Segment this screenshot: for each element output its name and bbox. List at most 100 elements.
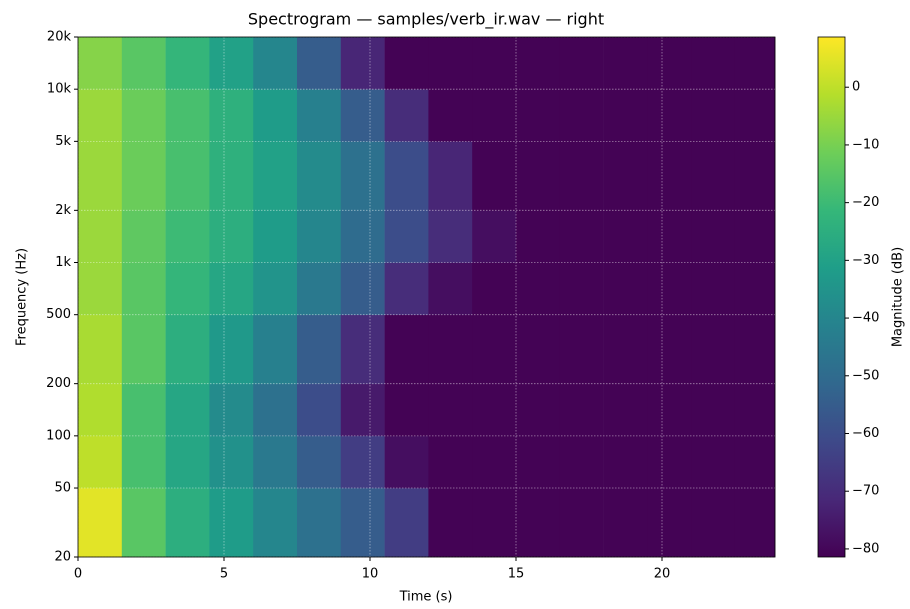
- heatmap-cell: [209, 89, 254, 142]
- heatmap-cell: [472, 435, 517, 489]
- heatmap-cell: [647, 383, 692, 437]
- heatmap-cell: [296, 435, 342, 489]
- heatmap-cell: [603, 314, 648, 384]
- heatmap-cell: [165, 37, 210, 90]
- x-tick-label: 10: [362, 567, 379, 582]
- colorbar-tick-label: −20: [852, 195, 879, 210]
- heatmap-cell: [691, 141, 736, 211]
- heatmap-cell: [384, 262, 429, 315]
- colorbar-tick-label: −60: [852, 426, 879, 441]
- heatmap-cell: [165, 435, 210, 489]
- heatmap-cell: [209, 383, 254, 437]
- heatmap-cell: [165, 314, 210, 384]
- heatmap-cell: [472, 262, 517, 315]
- heatmap-cell: [78, 383, 123, 437]
- heatmap-cell: [734, 37, 776, 90]
- heatmap-cell: [296, 383, 342, 437]
- heatmap-cell: [340, 488, 385, 558]
- heatmap-cell: [253, 262, 298, 315]
- heatmap-cell: [428, 262, 473, 315]
- heatmap-cell: [472, 488, 517, 558]
- heatmap-cell: [165, 141, 210, 211]
- heatmap-cell: [603, 37, 648, 90]
- heatmap-cell: [121, 262, 166, 315]
- x-tick-label: 20: [654, 567, 671, 582]
- heatmap-cell: [428, 141, 473, 211]
- heatmap-cell: [603, 488, 648, 558]
- plot-frame: [77, 36, 776, 558]
- heatmap-cell: [603, 383, 648, 437]
- x-tick-label: 5: [220, 567, 228, 582]
- heatmap-cell: [253, 435, 298, 489]
- y-tick-label: 200: [46, 376, 71, 391]
- y-tick-label: 1k: [55, 255, 71, 270]
- colorbar: [817, 36, 846, 558]
- heatmap-cell: [647, 262, 692, 315]
- x-axis-label: Time (s): [399, 590, 453, 605]
- heatmap-cell: [165, 383, 210, 437]
- heatmap-cell: [384, 210, 429, 263]
- heatmap-cell: [515, 314, 561, 384]
- heatmap-cell: [428, 89, 473, 142]
- heatmap-cell: [340, 210, 385, 263]
- heatmap-cell: [691, 488, 736, 558]
- y-tick-label: 100: [46, 428, 71, 443]
- heatmap-cell: [428, 210, 473, 263]
- heatmap-cell: [209, 210, 254, 263]
- heatmap-cell: [340, 435, 385, 489]
- heatmap-cell: [515, 141, 561, 211]
- heatmap-cell: [78, 89, 123, 142]
- heatmap-cell: [121, 314, 166, 384]
- heatmap-cell: [559, 383, 604, 437]
- heatmap-cell: [472, 89, 517, 142]
- y-tick-label: 20: [54, 550, 71, 565]
- heatmap-cell: [384, 314, 429, 384]
- heatmap-cell: [734, 383, 776, 437]
- heatmap-cell: [296, 262, 342, 315]
- heatmap-cell: [253, 383, 298, 437]
- heatmap-cell: [647, 141, 692, 211]
- heatmap-cell: [340, 141, 385, 211]
- heatmap-cell: [559, 89, 604, 142]
- x-tick-label: 15: [508, 567, 525, 582]
- heatmap-cell: [340, 37, 385, 90]
- heatmap-cell: [472, 141, 517, 211]
- heatmap-cell: [296, 488, 342, 558]
- heatmap-cell: [121, 141, 166, 211]
- colorbar-tick-label: −50: [852, 368, 879, 383]
- heatmap-cell: [296, 314, 342, 384]
- heatmap-cell: [603, 435, 648, 489]
- heatmap-cell: [165, 262, 210, 315]
- heatmap-cell: [428, 37, 473, 90]
- heatmap-cell: [691, 314, 736, 384]
- heatmap-cell: [384, 383, 429, 437]
- heatmap-cell: [515, 262, 561, 315]
- heatmap-cell: [209, 141, 254, 211]
- heatmap-cell: [384, 488, 429, 558]
- heatmap-cell: [734, 314, 776, 384]
- heatmap-cell: [647, 435, 692, 489]
- y-tick-label: 50: [54, 481, 71, 496]
- heatmap-cell: [340, 89, 385, 142]
- heatmap-cell: [472, 210, 517, 263]
- heatmap-cell: [384, 89, 429, 142]
- heatmap-cell: [428, 488, 473, 558]
- heatmap-cell: [734, 488, 776, 558]
- heatmap-cell: [253, 89, 298, 142]
- heatmap-cell: [515, 37, 561, 90]
- heatmap-cell: [515, 488, 561, 558]
- heatmap-cell: [121, 37, 166, 90]
- chart-title: Spectrogram — samples/verb_ir.wav — righ…: [248, 10, 604, 30]
- heatmap-cell: [515, 435, 561, 489]
- y-axis-label: Frequency (Hz): [15, 248, 30, 346]
- heatmap-cell: [691, 210, 736, 263]
- heatmap-cell: [428, 314, 473, 384]
- colorbar-tick-label: −40: [852, 311, 879, 326]
- heatmap-cell: [734, 89, 776, 142]
- heatmap-cell: [647, 314, 692, 384]
- heatmap-cell: [691, 262, 736, 315]
- heatmap-cell: [253, 314, 298, 384]
- heatmap-cell: [603, 141, 648, 211]
- heatmap-cell: [734, 210, 776, 263]
